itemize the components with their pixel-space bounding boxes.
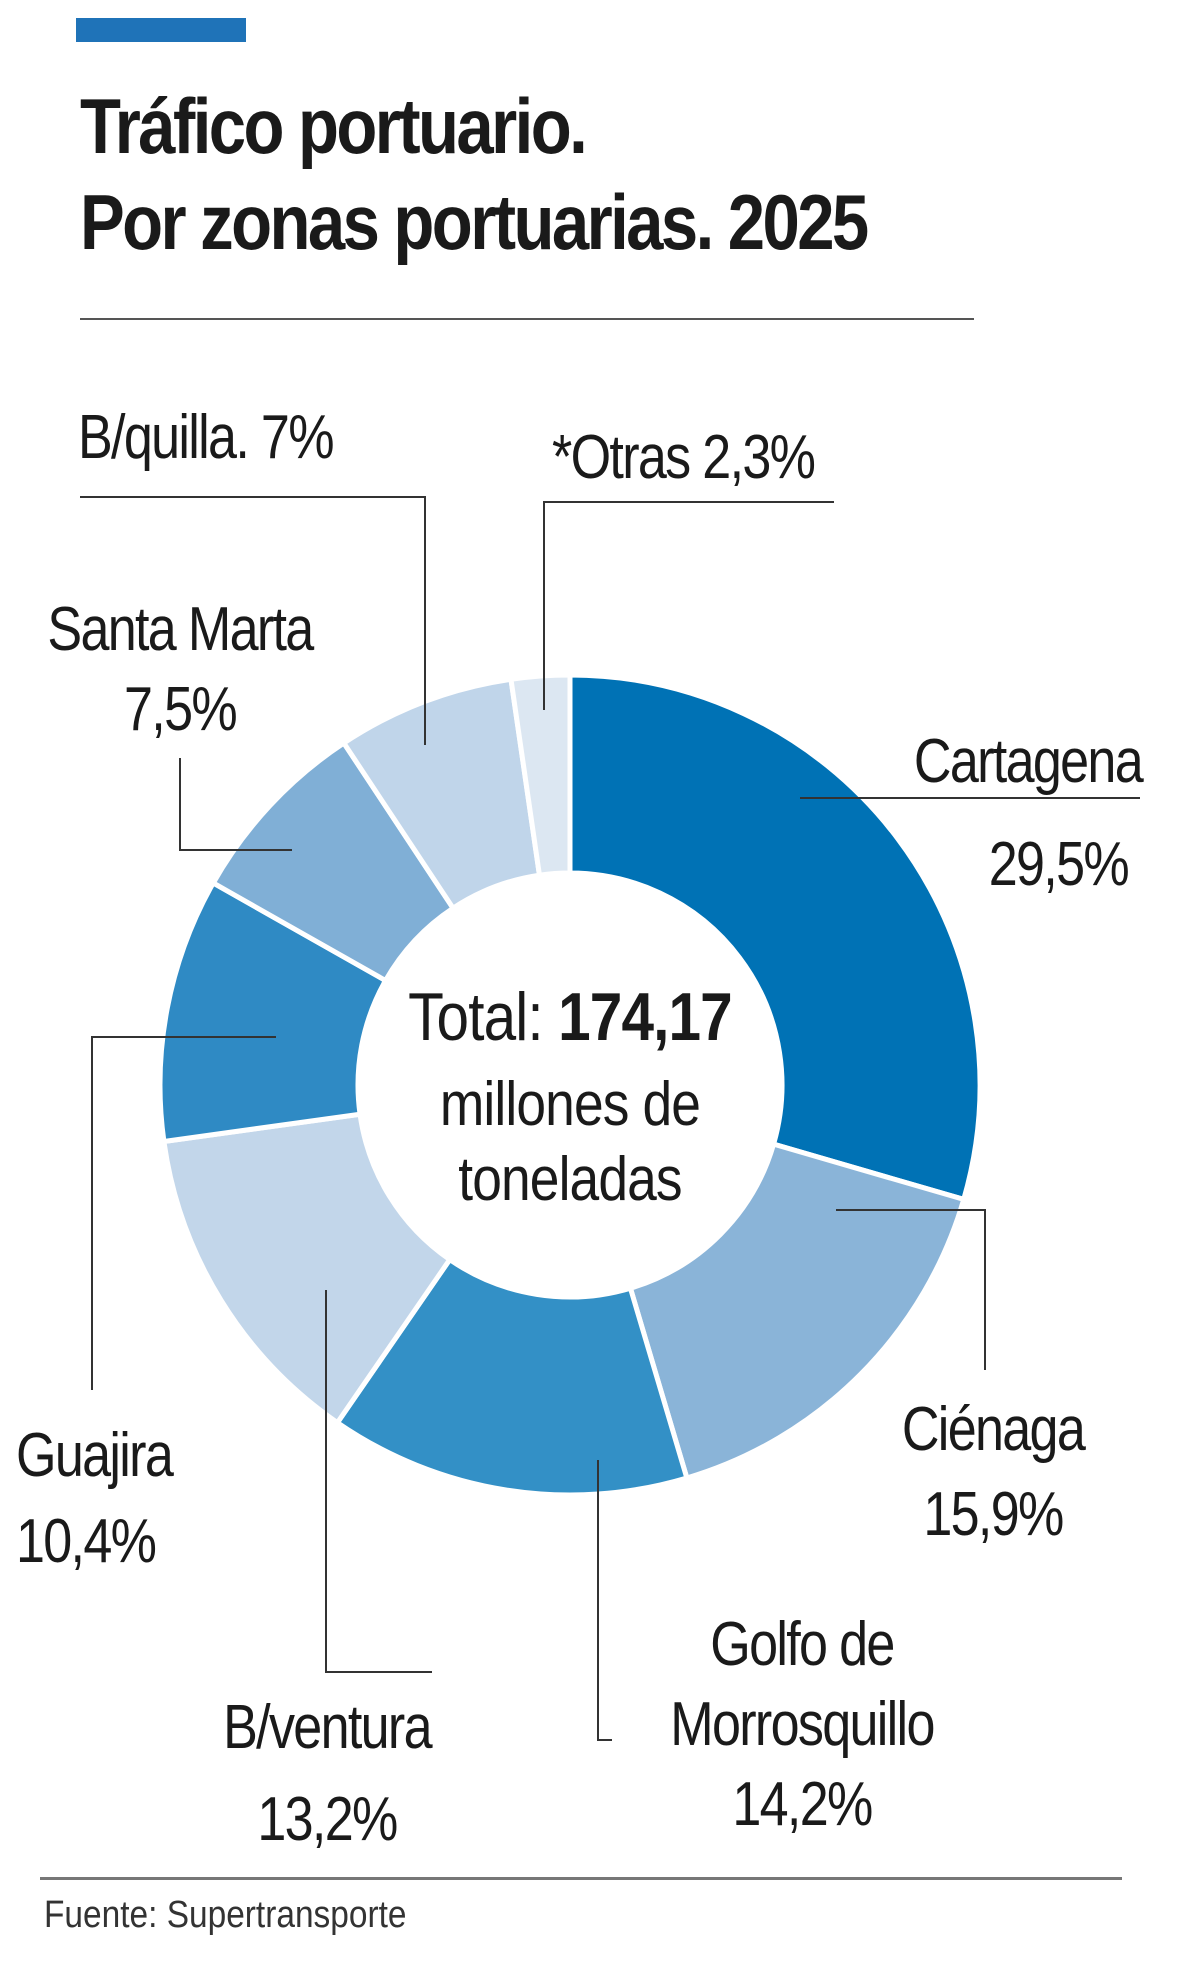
title-line-2: Por zonas portuarias. 2025 xyxy=(80,178,869,266)
label-cienaga-name: Ciénaga xyxy=(902,1395,1086,1464)
label-otras: *Otras 2,3% xyxy=(552,423,814,492)
label-cartagena-value: 29,5% xyxy=(989,830,1128,899)
label-golfo-name-line1: Golfo de xyxy=(710,1610,893,1679)
center-label: Total: 174,17 millones de toneladas xyxy=(408,980,733,1214)
label-otras-name: *Otras xyxy=(552,423,690,492)
slice-cienaga xyxy=(627,1141,967,1482)
title-divider xyxy=(80,318,974,320)
leader-line-golfo xyxy=(597,1460,612,1741)
label-cartagena-name: Cartagena xyxy=(914,727,1144,796)
leader-line-otras xyxy=(543,501,834,710)
chart-title: Tráfico portuario. Por zonas portuarias.… xyxy=(80,78,869,270)
leader-line-bventura xyxy=(325,1290,432,1673)
label-guajira-value: 10,4% xyxy=(16,1507,155,1576)
center-total-value: 174,17 xyxy=(558,980,732,1055)
label-bventura-value: 13,2% xyxy=(257,1785,396,1854)
slice-cartagena xyxy=(567,672,983,1203)
leader-line-santa-marta xyxy=(179,758,292,851)
label-bquilla: B/quilla. 7% xyxy=(78,403,333,472)
donut-slices xyxy=(157,672,983,1498)
label-otras-value: 2,3% xyxy=(702,423,814,492)
footer-divider xyxy=(40,1877,1122,1880)
title-line-1: Tráfico portuario. xyxy=(80,82,588,170)
label-golfo-name-line2: Morrosquillo xyxy=(670,1690,933,1759)
leader-line-bquilla xyxy=(80,496,426,745)
slice-golfo-de-morrosquillo xyxy=(333,1256,690,1498)
source-note: Fuente: Supertransporte xyxy=(44,1894,407,1936)
label-santa-marta-name: Santa Marta xyxy=(47,595,314,664)
center-unit-line-2: toneladas xyxy=(458,1145,681,1214)
label-cienaga-value: 15,9% xyxy=(923,1480,1062,1549)
label-santa-marta-value: 7,5% xyxy=(124,675,236,744)
label-bquilla-value: 7% xyxy=(261,403,333,472)
slice-otras xyxy=(508,672,573,879)
leader-line-cienaga xyxy=(836,1209,986,1370)
accent-bar xyxy=(76,18,246,42)
label-guajira-name: Guajira xyxy=(16,1421,174,1490)
slice-labels: Cartagena 29,5% Ciénaga 15,9% Golfo de M… xyxy=(16,403,1146,1854)
center-total: Total: 174,17 xyxy=(408,980,732,1055)
label-golfo-value: 14,2% xyxy=(732,1770,871,1839)
leader-lines xyxy=(80,496,1140,1741)
label-bquilla-name: B/quilla. xyxy=(78,403,248,472)
leader-line-guajira xyxy=(91,1036,276,1390)
center-unit-line-1: millones de xyxy=(440,1070,700,1139)
center-total-label: Total: xyxy=(408,980,543,1055)
slice-b-ventura xyxy=(161,1111,454,1427)
label-bventura-name: B/ventura xyxy=(223,1693,433,1762)
